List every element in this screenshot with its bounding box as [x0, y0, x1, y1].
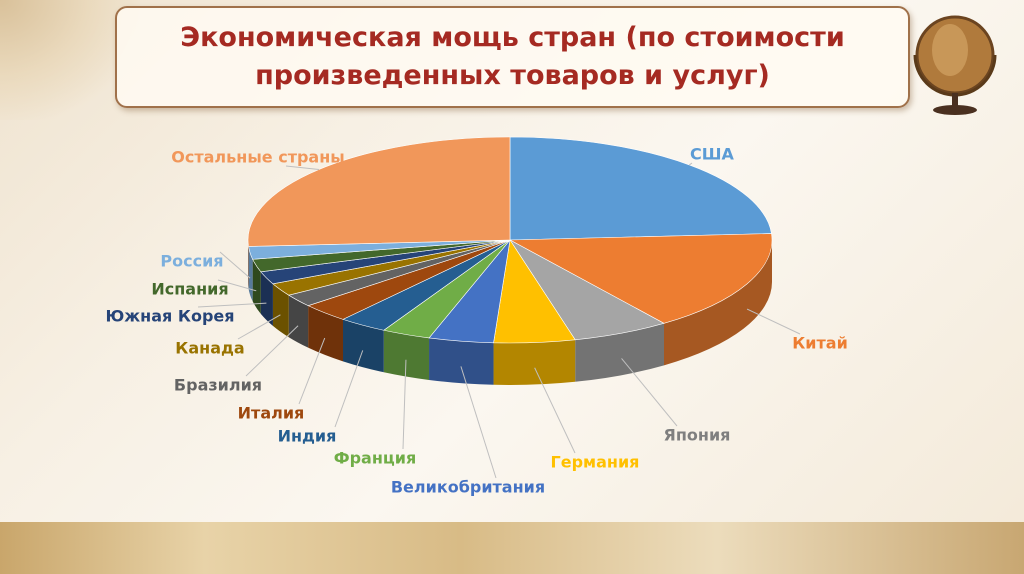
data-label: Бразилия	[174, 376, 262, 395]
title-box: Экономическая мощь стран (по стоимости п…	[115, 6, 910, 108]
slice-side	[288, 295, 309, 348]
data-label: Германия	[551, 453, 640, 472]
leader-line	[285, 165, 320, 170]
leader-line	[219, 251, 251, 279]
slice-side	[383, 330, 430, 380]
leader-line	[746, 308, 801, 335]
leader-line	[689, 162, 693, 166]
data-label: Италия	[238, 404, 305, 423]
slice-side	[429, 337, 494, 385]
slice-side	[308, 305, 343, 362]
slice	[247, 136, 511, 247]
slice-side	[260, 271, 273, 326]
leader-line	[621, 358, 678, 427]
data-label: Южная Корея	[105, 307, 234, 326]
leader-line	[237, 314, 281, 340]
data-label: Индия	[278, 427, 337, 446]
slice-side	[493, 339, 576, 385]
slice	[508, 233, 773, 324]
slice-side	[342, 319, 384, 373]
data-label: Китай	[792, 334, 848, 353]
data-label: Франция	[334, 449, 417, 468]
leader-line	[245, 325, 299, 377]
slice-side	[252, 259, 261, 314]
decoration	[0, 522, 1024, 574]
leader-line	[298, 337, 326, 405]
slice-side	[272, 283, 289, 338]
leader-line	[197, 302, 267, 308]
chart-title: Экономическая мощь стран (по стоимости п…	[180, 22, 845, 91]
data-label: Япония	[664, 426, 731, 445]
data-label: США	[690, 145, 735, 164]
data-label: Россия	[160, 252, 223, 271]
leader-line	[402, 359, 407, 450]
leader-line	[217, 279, 257, 292]
leader-line	[334, 350, 364, 428]
globe-icon	[913, 15, 997, 115]
data-label: Великобритания	[391, 478, 545, 497]
data-label: Испания	[151, 280, 228, 299]
slice-side	[575, 323, 664, 382]
data-label: Канада	[175, 339, 244, 358]
slice-side	[248, 246, 253, 302]
data-label: Остальные страны	[171, 148, 344, 167]
leader-line	[460, 366, 497, 479]
leader-line	[534, 367, 576, 454]
